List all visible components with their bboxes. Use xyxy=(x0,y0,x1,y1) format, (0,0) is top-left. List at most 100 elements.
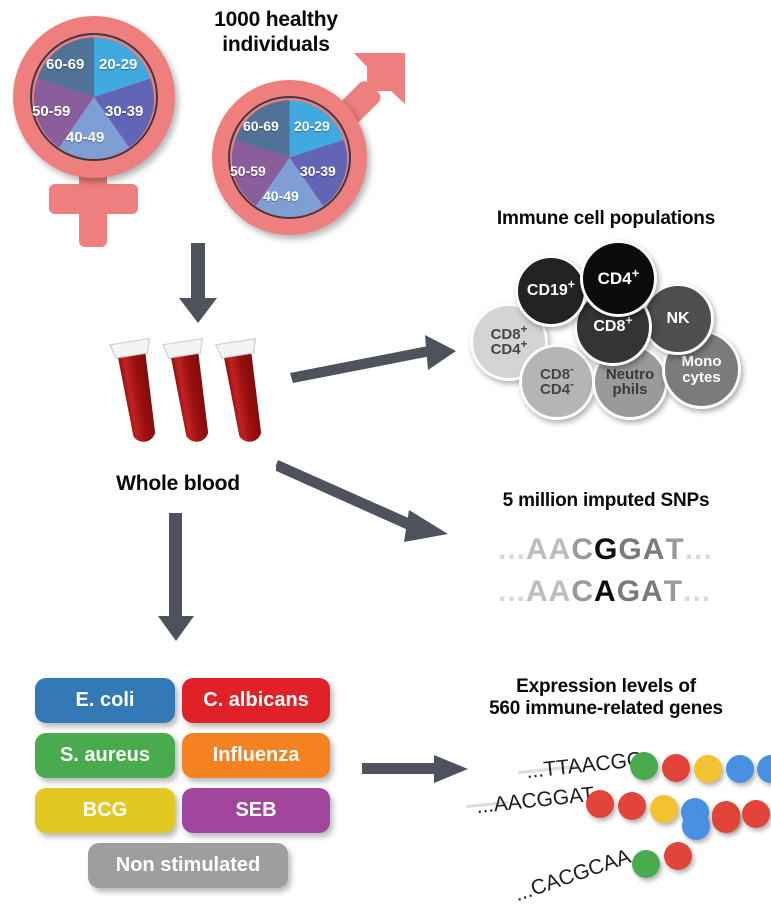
immune-cell-cd8neg-cd4neg: CD8- CD4- xyxy=(519,344,595,420)
stimulus-label: BCG xyxy=(82,799,128,821)
arrow-blood-to-immune-cells xyxy=(290,335,456,383)
immune-cell-label: CD8+ xyxy=(593,313,633,335)
blood-tubes-svg xyxy=(108,337,262,442)
stimulus-e-coli[interactable]: E. coli xyxy=(35,678,175,723)
immune-cell-nk: NK xyxy=(642,283,714,355)
arrow-stimuli-to-expression xyxy=(362,755,468,783)
dna-bead-a xyxy=(630,752,658,780)
immune-cell-cd19pos: CD19+ xyxy=(515,255,587,327)
expression-heading-line2: 560 immune-related genes xyxy=(489,698,723,720)
snp-sequence-row-2: ...AACAGAT... xyxy=(498,575,711,609)
male-pie-label-20-29: 20-29 xyxy=(294,118,330,134)
pie-slice-30-39 xyxy=(289,139,348,206)
dna-bead-g xyxy=(694,755,722,783)
stimulus-bcg[interactable]: BCG xyxy=(35,788,175,833)
blood-tube-2 xyxy=(161,337,209,442)
snp-prefix: ... xyxy=(498,575,527,608)
immune-cell-label: CD8+ CD4+ xyxy=(490,322,528,358)
snp-suffix-2: T xyxy=(665,533,685,566)
dna-sequence-text: ...CACGCAA xyxy=(511,844,634,907)
female-pie-label-50-59: 50-59 xyxy=(32,103,71,120)
immune-cell-label: CD8- CD4- xyxy=(540,362,574,398)
stimulus-label: E. coli xyxy=(75,689,135,711)
male-age-pie-chart xyxy=(228,96,351,219)
dna-bead-c2 xyxy=(618,792,646,820)
male-gender-symbol: 20-29 30-39 40-49 50-59 60-69 xyxy=(210,52,410,237)
dna-bead-t2 xyxy=(757,755,771,783)
female-pie-label-30-39: 30-39 xyxy=(105,103,144,120)
pie-slice-60-69 xyxy=(235,100,290,158)
snp-bases-2: C xyxy=(571,533,595,566)
immune-cell-label: Neutro phils xyxy=(605,365,655,398)
dna-strand-3: ...CACGCAA xyxy=(511,838,770,906)
snp-tail: ... xyxy=(684,533,713,566)
arrow-blood-to-snps xyxy=(276,460,448,542)
snp-bases: AA xyxy=(526,575,572,608)
female-pie-svg xyxy=(33,37,155,159)
expression-heading: Expression levels of 560 immune-related … xyxy=(441,676,771,721)
snp-suffix-2: T xyxy=(663,575,684,608)
stimulus-influenza[interactable]: Influenza xyxy=(182,733,330,778)
dna-sequence-text: ...TTAACGG xyxy=(525,747,645,784)
dna-bead-c xyxy=(662,754,690,782)
immune-cell-label: NK xyxy=(666,309,690,327)
stimulus-s-aureus[interactable]: S. aureus xyxy=(35,733,175,778)
snp-variant-allele: G xyxy=(594,533,619,566)
stimulus-label: C. albicans xyxy=(203,689,309,711)
male-pie-label-40-49: 40-49 xyxy=(263,188,299,204)
pie-slice-20-29 xyxy=(94,37,151,97)
cohort-heading-line1: 1000 healthy xyxy=(214,8,338,31)
female-pie-label-20-29: 20-29 xyxy=(99,56,138,73)
immune-cell-populations-heading: Immune cell populations xyxy=(496,208,716,229)
dna-bead-extra-3 xyxy=(682,812,710,840)
pie-slice-60-69 xyxy=(37,37,94,97)
cohort-heading-line2: individuals xyxy=(222,32,330,56)
pie-slice-40-49 xyxy=(255,157,324,217)
stimulus-label: Non stimulated xyxy=(115,854,261,876)
female-gender-symbol: 20-29 30-39 40-49 50-59 60-69 xyxy=(8,12,188,247)
stimulus-label: SEB xyxy=(235,799,277,821)
immune-cell-label: CD4+ xyxy=(597,265,640,288)
pie-slice-40-49 xyxy=(59,97,129,159)
immune-cell-label: Mono cytes xyxy=(681,353,722,386)
snp-bases: AA xyxy=(526,533,572,566)
male-pie-label-60-69: 60-69 xyxy=(243,118,279,134)
dna-bead-a xyxy=(632,850,660,878)
dna-bead-c xyxy=(586,790,614,818)
stimulus-c-albicans[interactable]: C. albicans xyxy=(182,678,330,723)
snp-bases-2: C xyxy=(571,575,595,608)
blood-tube-3 xyxy=(214,337,262,442)
dna-bead-g xyxy=(650,795,678,823)
dna-bead-extra-1 xyxy=(712,805,740,833)
immune-cell-cd4pos: CD4+ xyxy=(580,240,657,317)
snp-suffix: GA xyxy=(618,533,666,566)
snps-heading: 5 million imputed SNPs xyxy=(502,490,710,511)
dna-bead-t xyxy=(726,755,754,783)
stimulus-label: Influenza xyxy=(212,744,300,766)
expression-heading-line1: Expression levels of xyxy=(516,676,696,697)
blood-tube-1 xyxy=(108,337,156,442)
male-pie-label-30-39: 30-39 xyxy=(300,163,336,179)
dna-sequence-text: ...AACGGAT xyxy=(475,782,596,819)
dna-bead-extra-2 xyxy=(742,800,770,828)
arrow-cohort-to-blood xyxy=(179,243,217,323)
dna-strand-1: ...TTAACGG xyxy=(518,748,771,788)
female-pie-label-60-69: 60-69 xyxy=(46,56,85,73)
dna-bead-c xyxy=(664,842,692,870)
snp-tail: ... xyxy=(683,575,712,608)
female-symbol-crossbar xyxy=(49,184,138,214)
female-age-pie-chart xyxy=(30,33,158,161)
whole-blood-label: Whole blood xyxy=(116,472,240,495)
snp-suffix: GA xyxy=(616,575,664,608)
blood-tubes-illustration xyxy=(108,335,278,460)
pie-slice-50-59 xyxy=(33,78,94,148)
stimulus-label: S. aureus xyxy=(59,744,151,766)
snp-prefix: ... xyxy=(498,533,527,566)
pie-slice-20-29 xyxy=(289,100,344,158)
male-pie-label-50-59: 50-59 xyxy=(230,163,266,179)
male-pie-svg xyxy=(231,100,348,217)
snp-sequence-row-1: ...AACGGAT... xyxy=(498,533,713,567)
stimulus-seb[interactable]: SEB xyxy=(182,788,330,833)
stimulus-non-stimulated[interactable]: Non stimulated xyxy=(88,843,288,888)
pie-slice-30-39 xyxy=(94,78,155,148)
